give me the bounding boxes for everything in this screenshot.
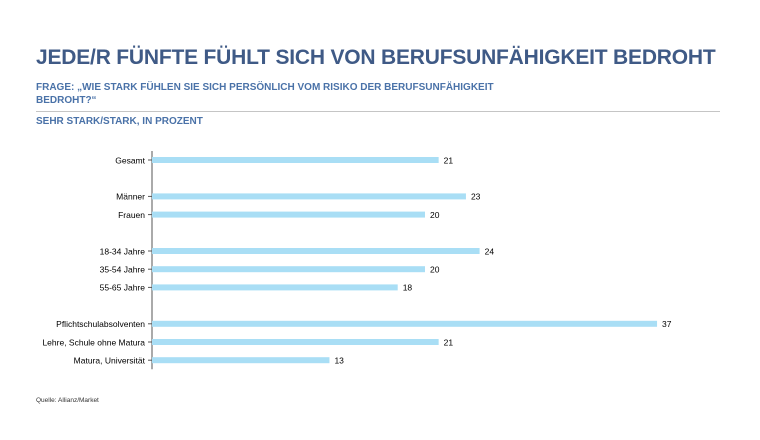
value-label: 37	[662, 319, 672, 329]
value-label: 13	[334, 356, 344, 366]
bar	[152, 193, 466, 200]
bar	[152, 157, 439, 163]
value-label: 24	[485, 246, 495, 256]
bar	[152, 320, 658, 327]
value-label: 20	[430, 265, 440, 275]
unit-label: SEHR STARK/STARK, IN PROZENT	[36, 116, 203, 127]
category-label: 55-65 Jahre	[100, 283, 146, 293]
category-label: 35-54 Jahre	[100, 265, 146, 275]
bar	[152, 284, 398, 291]
category-label: Gesamt	[115, 155, 145, 165]
value-label: 23	[471, 192, 481, 202]
category-label: 18-34 Jahre	[100, 246, 146, 256]
bar	[152, 211, 425, 218]
bar	[152, 339, 439, 345]
category-label: Männer	[116, 192, 145, 202]
chart-title: JEDE/R FÜNFTE FÜHLT SICH VON BERUFSUNFÄH…	[36, 46, 716, 69]
question-subtitle: FRAGE: „WIE STARK FÜHLEN SIE SICH PERSÖN…	[36, 82, 494, 106]
value-label: 21	[444, 337, 454, 347]
bar	[152, 357, 330, 364]
value-label: 20	[430, 210, 440, 220]
category-label: Matura, Universität	[74, 356, 146, 366]
category-label: Frauen	[118, 210, 145, 220]
value-label: 18	[403, 283, 413, 293]
bar	[152, 266, 425, 273]
header-divider	[36, 111, 720, 112]
category-label: Lehre, Schule ohne Matura	[42, 337, 145, 347]
category-label: Pflichtschulabsolventen	[56, 319, 145, 329]
value-label: 21	[444, 155, 454, 165]
source-note: Quelle: Allianz/Market	[36, 397, 99, 404]
bar	[152, 248, 480, 254]
